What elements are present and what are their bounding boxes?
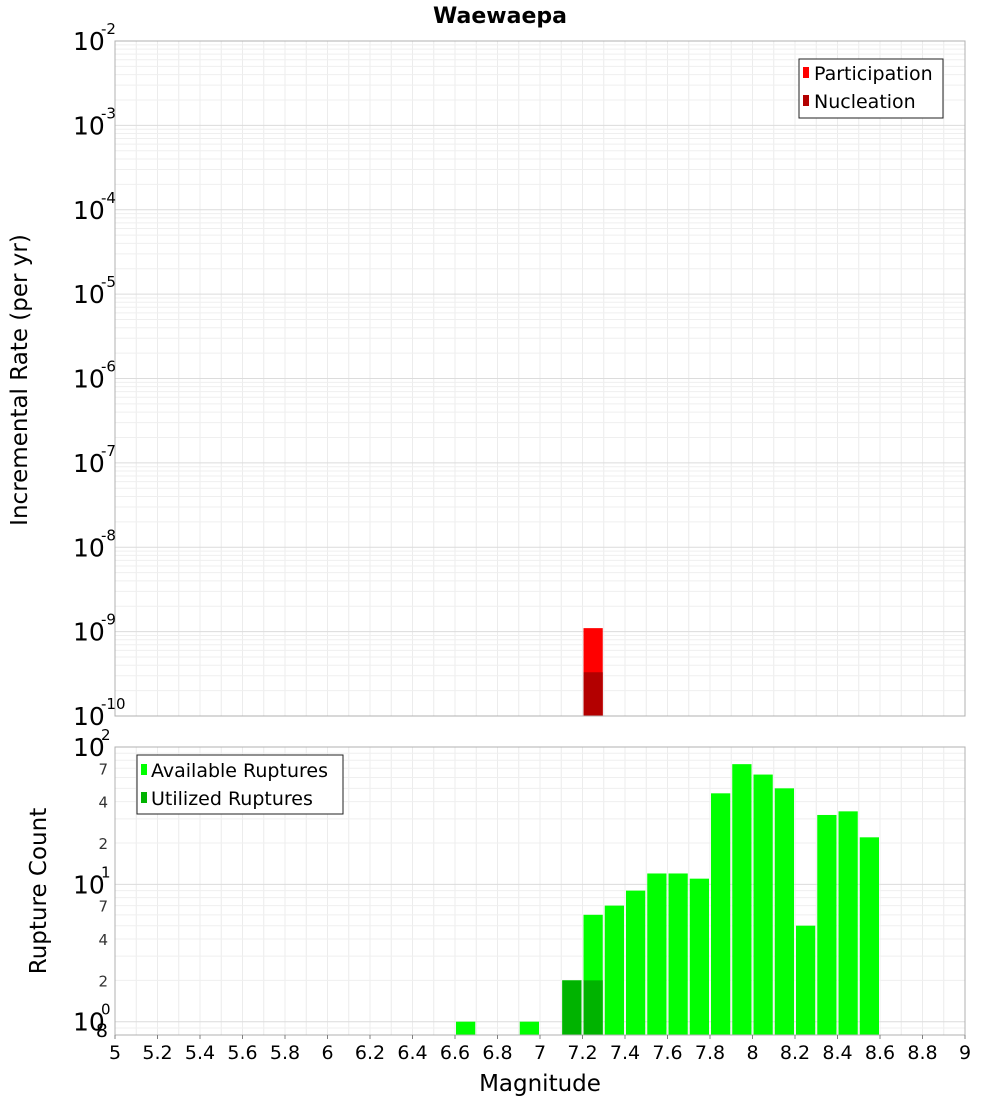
bar-available-ruptures [626,890,646,1035]
bottom-y-minor-label: 7 [98,760,108,778]
bar-available-ruptures [519,1021,539,1035]
top-y-tick-label: 10 [73,280,105,309]
top-y-tick-exponent: -7 [101,442,116,460]
bar-available-ruptures [711,793,731,1035]
x-tick-label: 7.8 [695,1042,725,1064]
x-tick-label: 7.6 [652,1042,682,1064]
bar-utilized-ruptures [583,980,603,1035]
top-legend-swatch [803,95,809,106]
x-tick-label: 8.6 [865,1042,895,1064]
top-y-tick-exponent: -6 [101,358,116,376]
bar-nucleation [583,672,603,716]
x-tick-label: 6 [321,1042,333,1064]
bottom-y-minor-label: 4 [98,794,108,812]
x-tick-label: 6.4 [397,1042,427,1064]
chart-title: Waewaepa [433,4,567,29]
top-y-tick-label: 10 [73,449,105,478]
x-tick-label: 8.4 [822,1042,852,1064]
x-tick-label: 6.6 [440,1042,470,1064]
bottom-y-minor-label: 2 [98,972,108,990]
bar-available-ruptures [753,774,773,1035]
bottom-y-minor-label: 8 [96,1020,108,1042]
top-y-tick-exponent: -9 [101,611,116,629]
bar-available-ruptures [859,837,879,1035]
bottom-y-tick-exponent: 2 [101,726,111,744]
bottom-legend-label: Utilized Ruptures [151,788,313,810]
top-legend-swatch [803,67,809,78]
bottom-y-tick-label: 10 [73,1008,105,1037]
bottom-legend-box [136,754,344,815]
x-tick-label: 7 [534,1042,546,1064]
top-y-tick-label: 10 [73,618,105,647]
top-y-tick-exponent: -8 [101,526,116,544]
bottom-y-minor-label: 7 [98,898,108,916]
bottom-legend-label: Available Ruptures [151,760,328,782]
bar-available-ruptures [604,905,624,1035]
x-tick-label: 8 [746,1042,758,1064]
top-y-axis-title: Incremental Rate (per yr) [7,234,33,526]
bar-available-ruptures [838,811,858,1035]
bottom-legend-swatch [141,792,147,803]
top-y-tick-label: 10 [73,702,105,731]
top-y-tick-exponent: -5 [101,273,116,291]
bar-available-ruptures [732,764,752,1035]
x-tick-label: 6.2 [355,1042,385,1064]
top-plot-border [114,40,966,717]
bar-available-ruptures [817,814,837,1035]
top-y-tick-label: 10 [73,196,105,225]
x-tick-label: 5.2 [142,1042,172,1064]
bottom-y-tick-exponent: 1 [101,863,111,881]
top-y-tick-exponent: -4 [101,189,116,207]
x-tick-label: 7.4 [610,1042,640,1064]
bar-available-ruptures [647,873,667,1035]
x-axis-title: Magnitude [479,1071,601,1097]
top-y-tick-label: 10 [73,533,105,562]
top-y-tick-exponent: -2 [101,20,116,38]
top-legend-label: Nucleation [814,91,916,113]
x-tick-label: 6.8 [482,1042,512,1064]
x-tick-label: 7.2 [567,1042,597,1064]
bar-available-ruptures [774,788,794,1035]
top-y-tick-label: 10 [73,365,105,394]
x-tick-label: 9 [959,1042,971,1064]
bottom-legend-swatch [141,764,147,775]
bottom-y-tick-exponent: 0 [101,1001,111,1019]
top-y-tick-exponent: -3 [101,104,116,122]
bottom-y-tick-label: 10 [73,733,105,762]
bottom-y-tick-label: 10 [73,870,105,899]
top-legend-box [798,58,944,119]
top-y-tick-exponent: -10 [101,695,126,713]
x-tick-label: 8.8 [907,1042,937,1064]
x-tick-label: 5.8 [270,1042,300,1064]
top-legend-label: Participation [814,63,933,85]
bar-available-ruptures [456,1021,476,1035]
x-tick-label: 8.2 [780,1042,810,1064]
bottom-y-minor-label: 2 [98,835,108,853]
bar-utilized-ruptures [562,980,582,1035]
bar-available-ruptures [689,878,709,1035]
x-tick-label: 5.4 [185,1042,215,1064]
bar-available-ruptures [668,873,688,1035]
top-y-tick-label: 10 [73,111,105,140]
x-tick-label: 5 [109,1042,121,1064]
bottom-y-minor-label: 4 [98,931,108,949]
x-tick-label: 5.6 [227,1042,257,1064]
top-y-tick-label: 10 [73,27,105,56]
bottom-y-axis-title: Rupture Count [26,808,52,974]
bar-available-ruptures [796,925,816,1035]
